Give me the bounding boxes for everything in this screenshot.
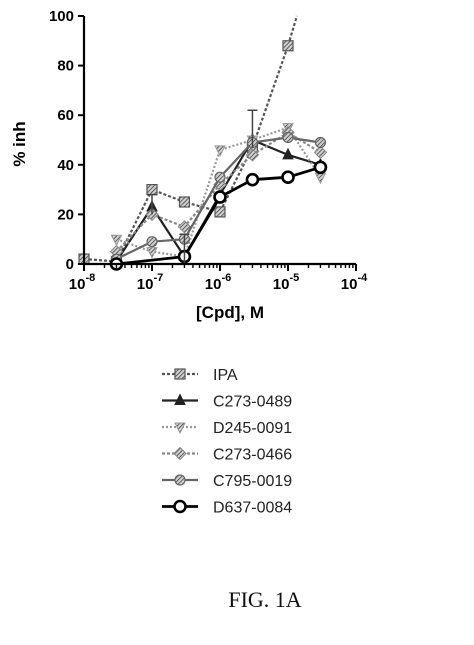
y-tick-label: 80: [57, 58, 74, 75]
data-point: [146, 236, 158, 248]
data-point: [146, 247, 158, 259]
legend-label: IPA: [213, 367, 238, 384]
y-tick-label: 100: [49, 8, 74, 25]
data-point: [214, 206, 226, 218]
x-tick-base: 10: [69, 276, 86, 293]
series-d637-0084: [109, 160, 328, 271]
data-point: [281, 170, 295, 184]
x-tick-exponent: -5: [289, 272, 299, 284]
data-point: [213, 190, 227, 204]
legend-item: C795-0019: [162, 473, 292, 490]
data-point: [282, 147, 294, 160]
data-point: [245, 172, 260, 187]
data-point: [177, 220, 192, 234]
y-axis-title: % inh: [10, 121, 29, 166]
x-tick-exponent: -8: [85, 272, 95, 284]
data-point: [173, 499, 187, 514]
data-point: [174, 368, 186, 380]
legend-item: IPA: [162, 367, 238, 384]
data-point: [313, 145, 328, 160]
data-point: [282, 40, 294, 52]
x-tick-base: 10: [341, 276, 358, 293]
data-point: [174, 393, 186, 405]
figure-caption: FIG. 1A: [228, 587, 301, 612]
data-point: [214, 145, 226, 158]
data-point: [313, 160, 328, 175]
data-point: [245, 148, 260, 162]
data-point: [174, 474, 186, 486]
y-tick-label: 20: [57, 206, 74, 223]
data-point: [146, 184, 158, 196]
y-tick-label: 60: [57, 107, 74, 124]
x-tick-exponent: -4: [357, 272, 368, 284]
legend-label: C273-0466: [213, 447, 292, 464]
x-tick-base: 10: [205, 276, 222, 293]
data-point: [174, 422, 186, 435]
y-tick-label: 0: [66, 256, 74, 273]
x-tick-base: 10: [137, 276, 154, 293]
x-tick-label: 10-4: [341, 272, 368, 293]
y-tick-label: 40: [57, 157, 74, 174]
legend: IPA C273-0489 D245-0091 C273-0466 C795-0019 D…: [162, 367, 292, 517]
legend-item: D637-0084: [162, 500, 292, 517]
x-tick-base: 10: [273, 276, 290, 293]
x-tick-label: 10-8: [69, 272, 95, 293]
x-tick-label: 10-7: [137, 272, 163, 293]
data-point: [178, 196, 191, 208]
data-point: [282, 131, 294, 144]
x-axis-title: [Cpd], M: [196, 303, 264, 322]
data-point: [110, 234, 123, 247]
data-point: [173, 446, 187, 461]
legend-label: C795-0019: [213, 473, 292, 490]
legend-item: C273-0466: [162, 447, 292, 464]
legend-label: D245-0091: [213, 420, 292, 437]
data-point: [214, 171, 226, 183]
plot-area: [78, 15, 328, 271]
x-tick-exponent: -7: [153, 272, 163, 284]
data-point: [314, 136, 327, 149]
x-tick-label: 10-6: [205, 272, 231, 293]
legend-label: C273-0489: [213, 394, 292, 411]
series-line: [83, 15, 298, 263]
data-point: [314, 172, 327, 185]
x-tick-exponent: -6: [221, 272, 231, 284]
legend-item: C273-0489: [162, 393, 292, 411]
legend-label: D637-0084: [213, 500, 292, 517]
legend-item: D245-0091: [162, 420, 292, 437]
x-tick-label: 10-5: [273, 272, 299, 293]
